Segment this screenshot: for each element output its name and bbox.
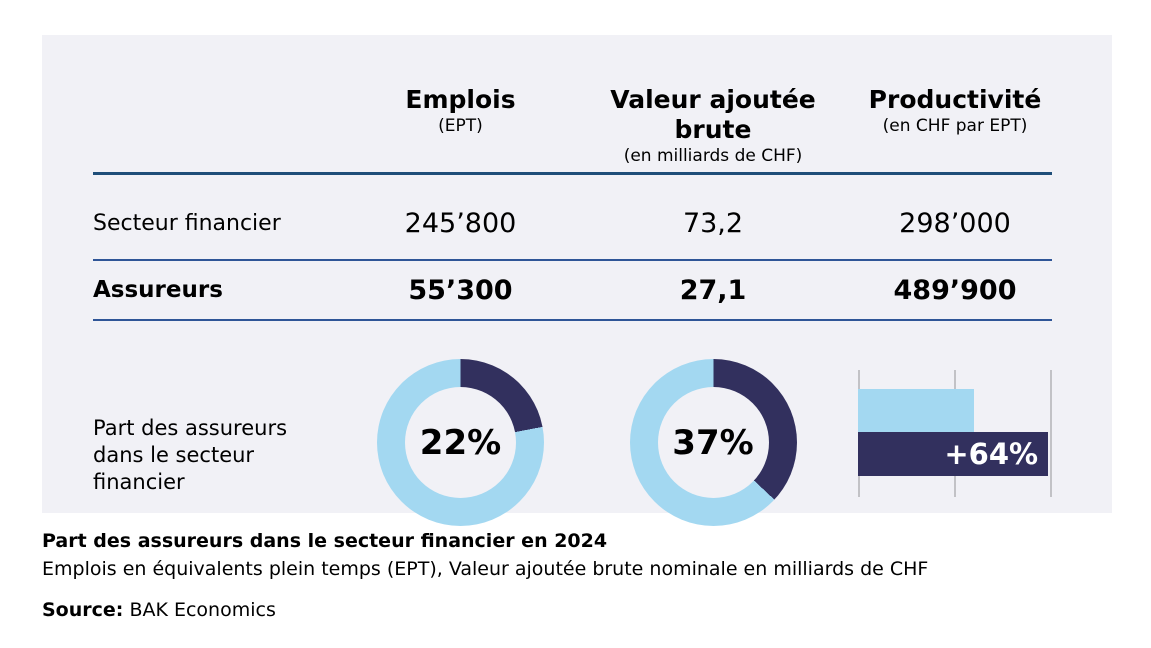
column-header-label: Valeur ajoutée brute	[610, 85, 816, 144]
table-header-row: Emplois (EPT) Valeur ajoutée brute (en m…	[93, 35, 1052, 175]
cell-valeur-ajoutee: 27,1	[679, 274, 747, 306]
figure-source: Source: BAK Economics	[42, 599, 928, 621]
column-header-label: Emplois	[405, 85, 516, 114]
bar-annotation: +64%	[944, 437, 1039, 471]
row-label: Secteur financier	[93, 210, 281, 236]
figure-subtitle: Emplois en équivalents plein temps (EPT)…	[42, 558, 929, 580]
bar-secteur-financier	[858, 389, 974, 432]
share-row-label-line: dans le secteur	[93, 443, 255, 467]
share-row-label: Part des assureurs dans le secteur finan…	[93, 415, 353, 496]
donut-chart-valeur-ajoutee: 37%	[629, 359, 797, 526]
source-label: Source:	[42, 599, 124, 621]
row-label: Assureurs	[93, 277, 223, 303]
figure-captions: Part des assureurs dans le secteur finan…	[42, 528, 928, 621]
cell-productivite: 298’000	[899, 207, 1011, 239]
cell-valeur-ajoutee: 73,2	[682, 207, 744, 239]
donut-hole: 22%	[405, 387, 516, 498]
source-value: BAK Economics	[129, 599, 276, 621]
barchart-cell-productivite: +64%	[858, 359, 1052, 497]
donut-cell-valeur-ajoutee: 37%	[568, 359, 858, 526]
column-header-valeur-ajoutee: Valeur ajoutée brute (en milliards de CH…	[568, 85, 858, 167]
bar-assureurs: +64%	[858, 432, 1049, 476]
cell-emplois: 55’300	[408, 274, 513, 306]
column-header-sub: (en CHF par EPT)	[882, 116, 1028, 136]
header-spacer	[93, 85, 353, 167]
donut-percentage-label: 37%	[672, 422, 754, 463]
column-header-sub: (EPT)	[438, 116, 483, 136]
donut-hole: 37%	[657, 387, 769, 498]
share-row-label-line: Part des assureurs	[93, 416, 288, 440]
cell-emplois: 245’800	[404, 207, 517, 239]
figure-panel: Emplois (EPT) Valeur ajoutée brute (en m…	[42, 35, 1112, 526]
table-row-secteur-financier: Secteur financier 245’800 73,2 298’000	[93, 175, 1052, 261]
gridline-right	[1050, 370, 1052, 497]
donut-chart-emplois: 22%	[377, 359, 544, 526]
table-row-assureurs: Assureurs 55’300 27,1 489’900	[93, 261, 1052, 321]
donut-percentage-label: 22%	[419, 422, 502, 463]
figure-title: Part des assureurs dans le secteur finan…	[42, 530, 608, 552]
productivity-bar-chart: +64%	[858, 370, 1052, 497]
column-header-label: Productivité	[868, 85, 1042, 114]
donut-cell-emplois: 22%	[353, 359, 568, 526]
column-header-productivite: Productivité (en CHF par EPT)	[858, 85, 1052, 167]
share-row-label-line: financier	[93, 470, 185, 494]
share-charts-row: Part des assureurs dans le secteur finan…	[93, 321, 1052, 545]
column-header-emplois: Emplois (EPT)	[353, 85, 568, 167]
cell-productivite: 489’900	[893, 274, 1017, 306]
column-header-sub: (en milliards de CHF)	[623, 146, 803, 166]
